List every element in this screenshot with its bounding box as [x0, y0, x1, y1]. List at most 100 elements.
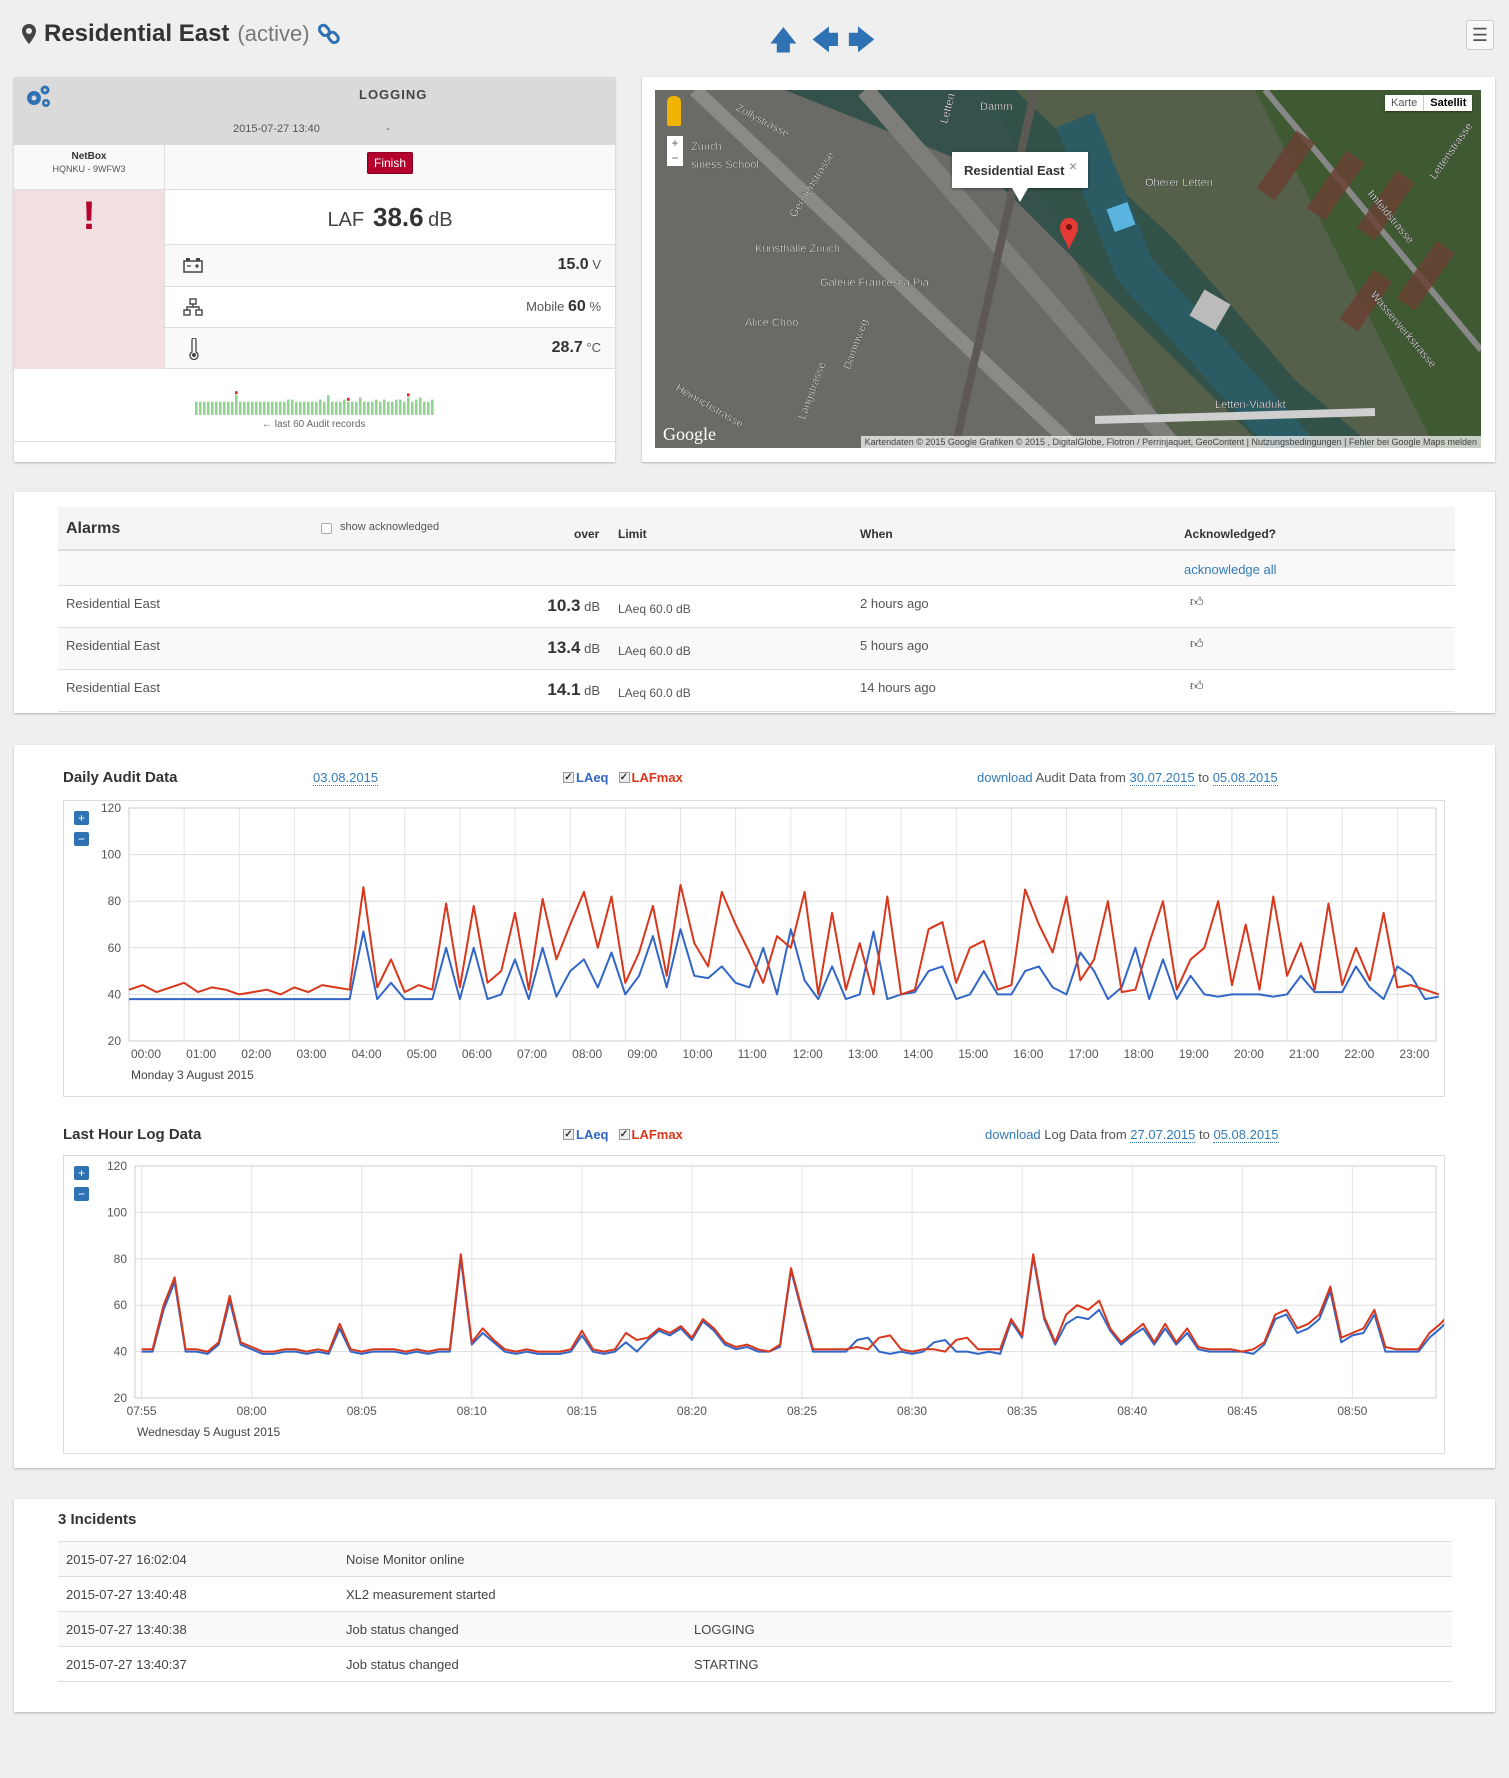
spark-bar	[391, 401, 394, 415]
spark-bar	[231, 401, 234, 415]
spark-bar	[327, 395, 330, 415]
alarm-over-value: 14.1	[547, 680, 581, 699]
zoom-in-button[interactable]: +	[74, 1166, 89, 1180]
legend-laeq[interactable]: LAeq	[576, 770, 609, 785]
daily-date-picker[interactable]: 03.08.2015	[313, 770, 379, 786]
spark-bar	[359, 397, 362, 415]
to-date-picker[interactable]: 05.08.2015	[1212, 770, 1278, 786]
alarm-row: Residential East 10.3 dB LAeq 60.0 dB 2 …	[58, 586, 1455, 628]
show-acknowledged-label: show acknowledged	[340, 521, 440, 533]
link-icon[interactable]	[317, 23, 340, 45]
incident-event: XL2 measurement started	[346, 1587, 496, 1602]
gears-icon[interactable]	[24, 83, 52, 109]
spark-bar	[251, 401, 254, 415]
finish-button[interactable]: Finish	[366, 152, 413, 174]
report-link[interactable]: Fehler bei Google Maps melden	[1348, 437, 1477, 447]
plot-border	[128, 807, 1437, 1042]
street-view-icon[interactable]	[667, 96, 681, 126]
alarm-over-unit: dB	[584, 683, 600, 698]
spark-bar	[267, 401, 270, 415]
legend-laeq[interactable]: LAeq	[576, 1127, 609, 1142]
y-tick-label: 120	[101, 801, 121, 815]
alarm-when: 2 hours ago	[860, 596, 929, 611]
incident-detail: LOGGING	[694, 1622, 755, 1637]
show-acknowledged-checkbox[interactable]	[321, 523, 332, 534]
download-audit-link[interactable]: download	[977, 770, 1033, 785]
x-tick-label: 18:00	[1124, 1047, 1154, 1061]
device-cell: NetBox HQNKU - 9WFW3	[14, 145, 165, 190]
spark-bar	[299, 401, 302, 415]
y-tick-label: 20	[114, 1391, 128, 1405]
zoom-out-button[interactable]: −	[74, 832, 89, 846]
alarm-when: 14 hours ago	[860, 680, 936, 695]
spark-bar	[291, 399, 294, 415]
alarm-location: Residential East	[66, 638, 160, 653]
spark-bar	[395, 399, 398, 415]
job-state: LOGGING	[359, 87, 428, 102]
terms-link[interactable]: Nutzungsbedingungen	[1251, 437, 1342, 447]
incident-detail: STARTING	[694, 1657, 759, 1672]
map-label: Letten-Viadukt	[1215, 399, 1286, 411]
incident-row: 2015-07-27 13:40:37 Job status changed S…	[58, 1647, 1452, 1682]
incident-event: Noise Monitor online	[346, 1552, 465, 1567]
column-limit: Limit	[618, 527, 647, 541]
laeq-checkbox[interactable]: ✓	[563, 772, 574, 783]
daily-chart-title: Daily Audit Data	[63, 769, 178, 786]
x-tick-label: 04:00	[352, 1047, 382, 1061]
laeq-checkbox[interactable]: ✓	[563, 1129, 574, 1140]
y-tick-label: 100	[101, 848, 121, 862]
acknowledge-all-row: acknowledge all	[58, 551, 1455, 586]
menu-button[interactable]: ☰	[1466, 20, 1494, 50]
zoom-in-button[interactable]: +	[671, 136, 679, 150]
zoom-in-button[interactable]: +	[74, 811, 89, 825]
download-log-link[interactable]: download	[985, 1127, 1041, 1142]
zoom-out-button[interactable]: −	[74, 1187, 89, 1201]
plot-border	[134, 1165, 1437, 1399]
thermometer-icon	[189, 338, 199, 360]
from-date-picker[interactable]: 30.07.2015	[1129, 770, 1195, 786]
map-view[interactable]: Zollystrasse Damm Zürich siness School G…	[655, 90, 1481, 448]
spark-bar	[403, 401, 406, 415]
exclamation-icon: !	[82, 194, 96, 238]
spark-bar	[379, 401, 382, 415]
alarm-over-value: 10.3	[547, 596, 581, 615]
spark-bar	[311, 401, 314, 415]
thumbs-up-icon[interactable]: 👍︎	[1190, 594, 1204, 609]
map-type-satellit[interactable]: Satellit	[1423, 95, 1473, 111]
column-acknowledged: Acknowledged?	[1184, 527, 1277, 541]
location-status: (active)	[237, 21, 310, 46]
incidents-divider	[58, 1541, 1452, 1542]
spark-bar	[287, 399, 290, 415]
legend-lafmax[interactable]: LAFmax	[631, 1127, 683, 1142]
arrow-left-icon[interactable]: 🡄	[812, 25, 839, 55]
hourly-download: download Log Data from 27.07.2015 to 05.…	[985, 1127, 1279, 1143]
daily-chart: + − 20 40 60 80 100 120 00:00 01:00 02:00 03:00 04…	[63, 800, 1445, 1097]
spark-bar	[335, 401, 338, 415]
map-panel: Zollystrasse Damm Zürich siness School G…	[642, 77, 1495, 462]
close-icon[interactable]: ×	[1069, 158, 1078, 174]
from-date-picker[interactable]: 27.07.2015	[1130, 1127, 1196, 1143]
map-type-karte[interactable]: Karte	[1385, 95, 1424, 111]
lafmax-checkbox[interactable]: ✓	[618, 772, 630, 783]
legend-lafmax[interactable]: LAFmax	[631, 770, 683, 785]
zoom-out-button[interactable]: −	[671, 151, 679, 165]
thumbs-up-icon[interactable]: 👍︎	[1190, 636, 1204, 651]
daily-download: download Audit Data from 30.07.2015 to 0…	[977, 770, 1278, 786]
map-pin-icon[interactable]	[1060, 218, 1078, 251]
acknowledge-all-link[interactable]: acknowledge all	[1184, 562, 1277, 577]
alarm-when: 5 hours ago	[860, 638, 929, 653]
map-popup: Residential East ×	[952, 152, 1088, 202]
alarm-limit: LAeq 60.0 dB	[618, 602, 691, 616]
spark-bar	[227, 401, 230, 415]
lafmax-checkbox[interactable]: ✓	[618, 1129, 630, 1140]
spark-bar	[307, 401, 310, 415]
thumbs-up-icon[interactable]: 👍︎	[1190, 678, 1204, 693]
arrow-right-icon[interactable]: 🡆	[848, 25, 875, 55]
spark-bar	[323, 401, 326, 415]
location-name: Residential East	[44, 20, 230, 47]
to-date-picker[interactable]: 05.08.2015	[1213, 1127, 1279, 1143]
download-text: Log Data from	[1044, 1127, 1127, 1142]
network-label: Mobile	[526, 299, 565, 314]
arrow-up-icon[interactable]: 🡅	[770, 25, 797, 55]
x-tick-label: 07:00	[517, 1047, 547, 1061]
